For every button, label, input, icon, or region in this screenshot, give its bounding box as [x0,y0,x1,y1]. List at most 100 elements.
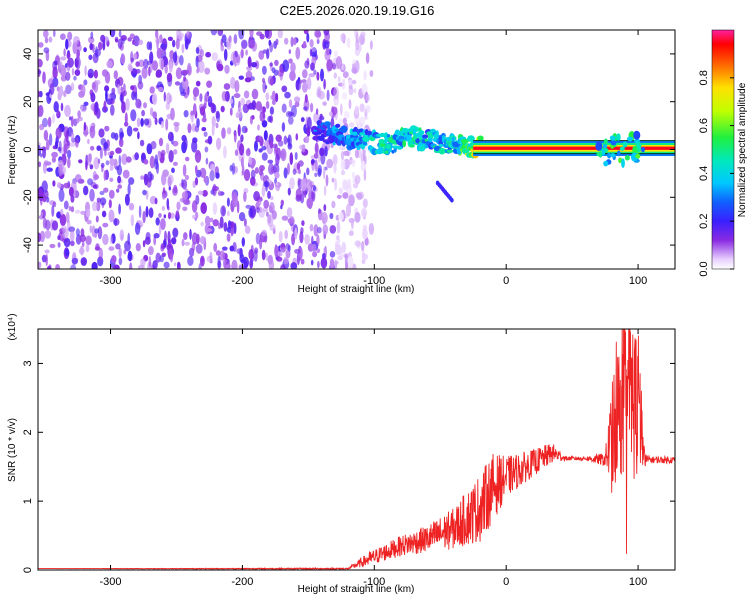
spectrogram-noise-cell [369,40,373,50]
spectrogram-noise-cell [117,38,123,49]
spectrogram-noise-cell [360,162,367,172]
spectrogram-noise-cell [80,245,84,256]
spectrogram-noise-cell [310,102,314,113]
spectrogram-noise-cell [194,177,199,186]
spectrogram-noise-cell [251,115,255,120]
spectrogram-noise-cell [125,98,130,111]
spectrogram-noise-cell [115,243,121,250]
spectrogram-noise-cell [84,65,87,77]
spectrogram-noise-cell [349,159,356,164]
spectrogram-noise-cell [275,134,282,142]
spectrogram-noise-cell [231,194,238,208]
spectrogram-noise-cell [211,103,217,113]
spectrogram-noise-cell [275,181,279,187]
spectrogram-noise-cell [59,213,67,226]
spectrogram-band [473,146,675,150]
spectrogram-signal-cell [618,157,622,164]
spectrogram-noise-cell [57,182,62,189]
spectrogram-noise-cell [95,243,100,251]
spectrogram-noise-cell [310,259,314,266]
spectrogram-noise-cell [345,203,352,217]
snr-frame [37,328,676,571]
spectrogram-noise-cell [115,147,122,154]
spectrogram-noise-cell [189,228,192,240]
spectrogram-y-label: Frequency (Hz) [7,116,18,185]
spectrogram-noise-cell [143,58,149,70]
spectrogram-noise-cell [253,249,258,262]
spectrogram-signal-cell [619,146,625,151]
spectrogram-noise-cell [265,252,269,262]
spectrogram-noise-cell [216,137,222,150]
spectrogram-noise-cell [233,222,237,235]
spectrogram-noise-cell [65,84,72,95]
spectrogram-noise-cell [240,258,246,264]
spectrogram-noise-cell [275,92,279,103]
spectrogram-noise-cell [60,102,64,112]
spectrogram-noise-cell [102,233,109,246]
spectrogram-noise-cell [342,117,347,125]
snr-x-label: Height of straight line (km) [298,584,415,595]
spectrogram-noise-cell [138,59,145,68]
spectrogram-noise-cell [118,127,124,141]
spectrogram-noise-cell [88,36,95,44]
spectrogram-noise-cell [71,257,78,265]
spectrogram-noise-cell [195,55,199,68]
spectrogram-noise-cell [266,211,269,217]
spectrogram-noise-cell [245,49,248,56]
spectrogram-noise-cell [38,161,42,168]
spectrogram-noise-cell [288,58,293,64]
spectrogram-noise-cell [68,205,72,212]
spectrogram-noise-cell [216,63,224,72]
spectrogram-noise-cell [172,39,176,48]
spectrogram-noise-cell [243,218,247,227]
spectrogram-noise-cell [130,214,134,227]
spectrogram-noise-cell [274,59,279,66]
spectrogram-noise-cell [323,30,330,36]
spectrogram-noise-cell [167,212,172,220]
spectrogram-noise-cell [185,174,189,181]
spectrogram-noise-cell [114,217,117,227]
spectrogram-noise-cell [85,209,91,218]
spectrogram-signal-cell [386,134,391,138]
spectrogram-noise-cell [329,111,333,117]
spectrogram-noise-cell [97,158,101,164]
spectrogram-noise-cell [243,191,247,202]
spectrogram-noise-cell [56,86,60,92]
spectrogram-noise-cell [140,118,144,127]
spectrogram-noise-cell [288,99,293,108]
spectrogram-noise-cell [325,174,329,187]
snr-plot-area [38,329,675,570]
spectrogram-noise-cell [294,152,298,160]
spectrogram-noise-cell [300,258,305,265]
spectrogram-noise-cell [169,212,175,219]
spectrogram-noise-cell [361,207,368,218]
spectrogram-noise-cell [148,255,152,268]
snr-y-label: SNR (10 * v/v) [7,418,18,482]
spectrogram-noise-cell [128,177,135,185]
spectrogram-noise-cell [199,49,204,58]
spectrogram-noise-cell [171,237,177,245]
spectrogram-noise-cell [299,79,303,85]
spectrogram-noise-cell [55,127,62,139]
spectrogram-noise-cell [322,252,326,260]
spectrogram-noise-cell [244,127,248,133]
spectrogram-noise-cell [183,110,189,118]
spectrogram-noise-cell [314,159,318,172]
spectrogram-noise-cell [209,217,214,223]
spectrogram-noise-cell [109,30,116,38]
spectrogram-noise-cell [309,224,314,232]
spectrogram-noise-cell [63,90,67,98]
spectrogram-noise-cell [219,216,224,229]
spectrogram-noise-cell [267,254,273,265]
spectrogram-noise-cell [255,101,262,111]
spectrogram-noise-cell [269,62,273,67]
spectrogram-noise-cell [75,58,79,66]
colorbar: 0.0 0.2 0.4 0.6 0.8 Normalized spectral ampl… [698,29,748,277]
spectrogram-noise-cell [187,256,194,266]
x-tick-label: 100 [629,275,647,287]
spectrogram-signal-cell [641,147,645,153]
spectrogram-noise-cell [234,149,239,156]
spectrogram-noise-cell [98,128,105,138]
spectrogram-noise-cell [352,171,355,179]
spectrogram-noise-cell [172,51,178,64]
